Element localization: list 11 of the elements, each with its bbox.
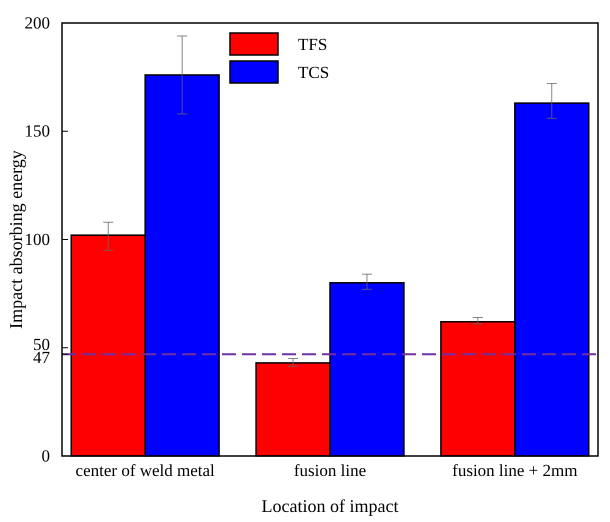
x-tick-label: center of weld metal [76, 461, 216, 480]
x-tick-label: fusion line [294, 461, 366, 480]
y-tick-label: 150 [24, 122, 50, 141]
y-tick-label: 200 [24, 13, 50, 32]
y-tick-label: 100 [24, 230, 50, 249]
x-tick-label: fusion line + 2mm [452, 461, 578, 480]
y-axis-title: Impact absorbing energy [6, 150, 26, 329]
legend-label: TFS [298, 35, 328, 54]
legend-label: TCS [298, 63, 330, 82]
x-axis-title: Location of impact [262, 496, 398, 516]
y-tick-label: 0 [42, 446, 50, 466]
